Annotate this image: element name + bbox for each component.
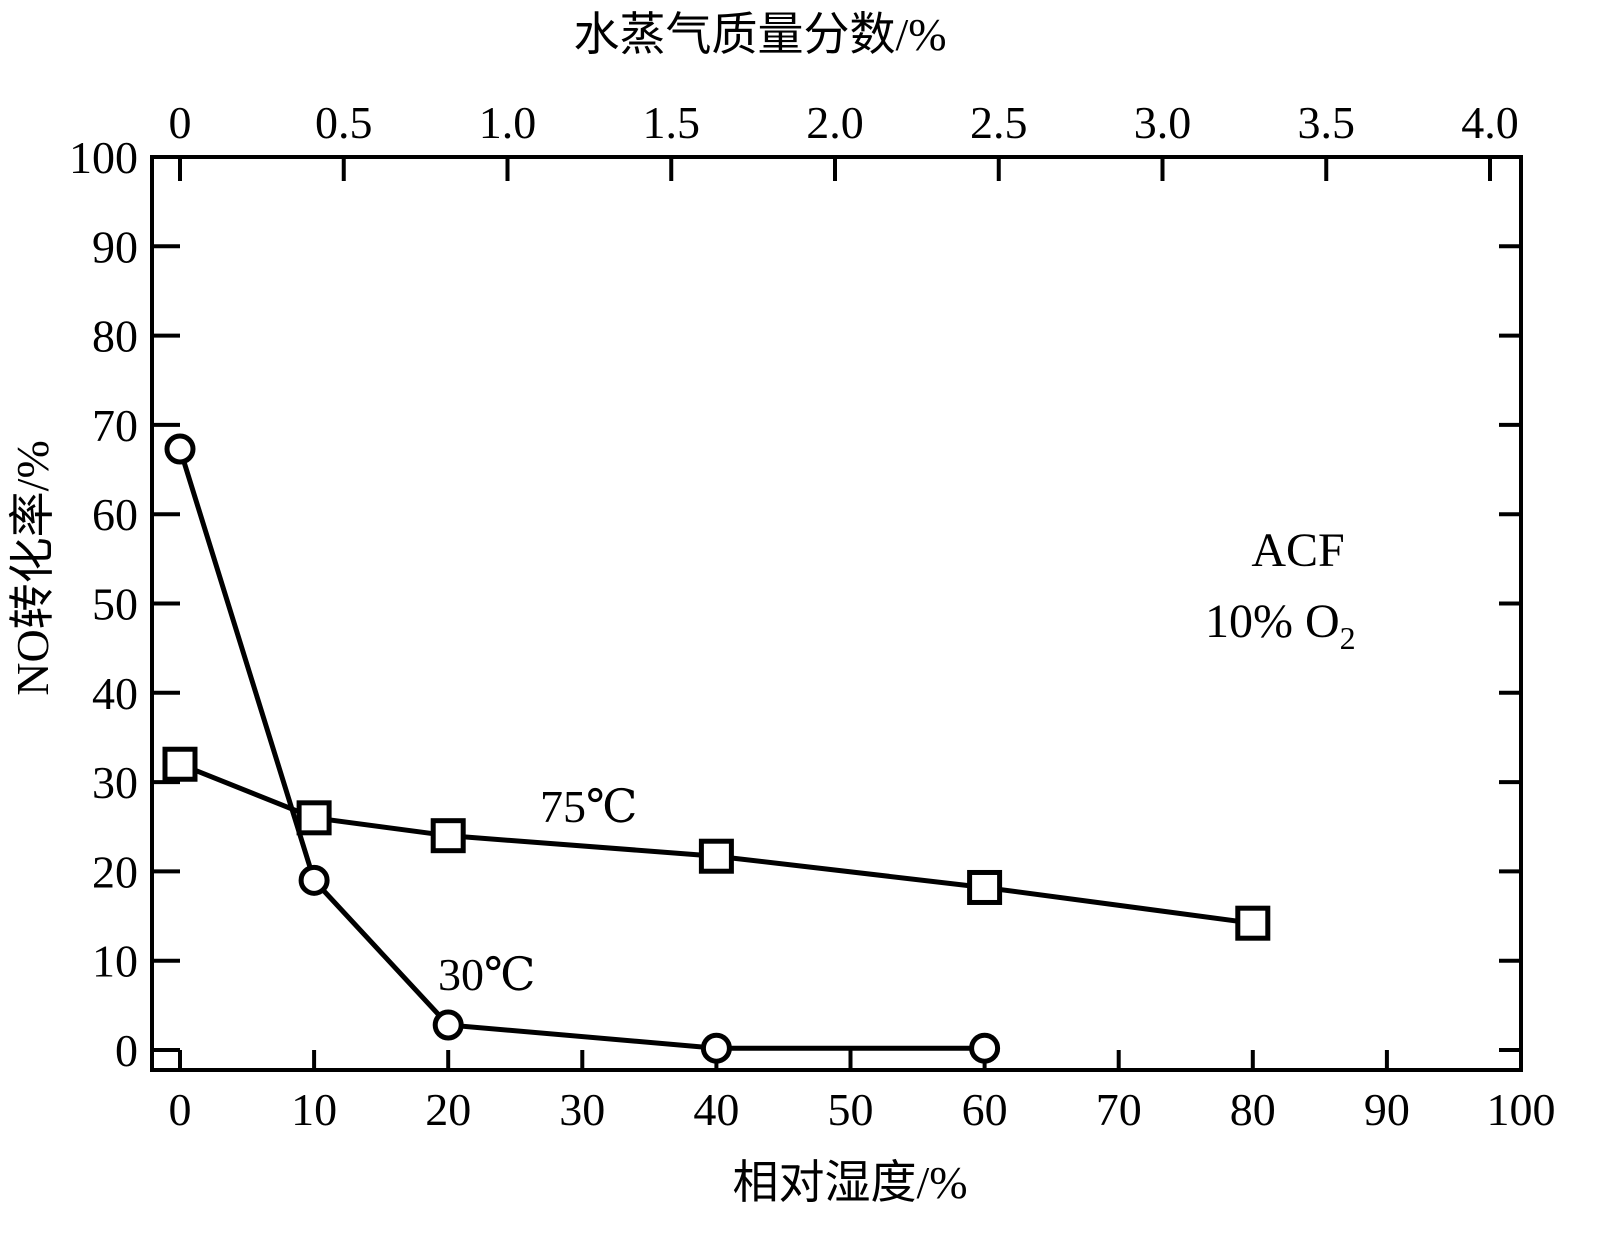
series-line-75c bbox=[179, 761, 1254, 926]
data-point-square bbox=[698, 838, 734, 874]
x2-tick-label: 2.5 bbox=[970, 97, 1028, 148]
y-tick-label: 80 bbox=[92, 311, 138, 362]
data-point-square bbox=[1235, 905, 1271, 941]
x2-tick-label: 0.5 bbox=[315, 97, 373, 148]
x2-tick-label: 4.0 bbox=[1461, 97, 1519, 148]
x2-tick-label: 1.5 bbox=[643, 97, 701, 148]
x-tick-label: 10 bbox=[291, 1084, 337, 1135]
x-axis-title: 相对湿度/% bbox=[732, 1157, 967, 1208]
x-tick-label: 0 bbox=[169, 1084, 192, 1135]
x2-axis-title: 水蒸气质量分数/% bbox=[573, 9, 946, 60]
x2-tick-label: 3.5 bbox=[1298, 97, 1356, 148]
y-tick-label: 60 bbox=[92, 489, 138, 540]
data-point-circle bbox=[164, 433, 196, 465]
x-tick-label: 50 bbox=[828, 1084, 874, 1135]
x-tick-label: 30 bbox=[559, 1084, 605, 1135]
series-label-30: 30℃ bbox=[438, 949, 535, 1000]
data-point-circle bbox=[298, 864, 330, 896]
series-line-30c bbox=[177, 448, 985, 1051]
x-tick-label: 20 bbox=[425, 1084, 471, 1135]
data-point-circle bbox=[969, 1032, 1001, 1064]
x-tick-label: 80 bbox=[1230, 1084, 1276, 1135]
data-point-circle bbox=[432, 1009, 464, 1041]
data-point-square bbox=[430, 818, 466, 854]
x-tick-label: 70 bbox=[1096, 1084, 1142, 1135]
y-tick-label: 100 bbox=[69, 132, 138, 183]
data-point-square bbox=[296, 800, 332, 836]
x-tick-label: 100 bbox=[1487, 1084, 1556, 1135]
series-label-75: 75℃ bbox=[540, 781, 637, 832]
y-axis-title: NO转化率/% bbox=[7, 440, 58, 696]
x2-tick-label: 0 bbox=[169, 97, 192, 148]
data-point-square bbox=[967, 869, 1003, 905]
y-tick-label: 50 bbox=[92, 579, 138, 630]
x-tick-label: 60 bbox=[962, 1084, 1008, 1135]
y-tick-label: 20 bbox=[92, 846, 138, 897]
y-tick-label: 90 bbox=[92, 221, 138, 272]
x2-tick-label: 2.0 bbox=[806, 97, 864, 148]
y-tick-label: 40 bbox=[92, 668, 138, 719]
x-tick-label: 40 bbox=[693, 1084, 739, 1135]
x-tick-label: 90 bbox=[1364, 1084, 1410, 1135]
annotation-o2: 10% O2 bbox=[1205, 595, 1356, 656]
annotation-acf: ACF bbox=[1251, 524, 1344, 577]
y-tick-label: 70 bbox=[92, 400, 138, 451]
data-point-square bbox=[162, 746, 198, 782]
y-tick-label: 0 bbox=[115, 1025, 138, 1076]
y-tick-label: 30 bbox=[92, 757, 138, 808]
x2-tick-label: 1.0 bbox=[479, 97, 537, 148]
x2-tick-label: 3.0 bbox=[1134, 97, 1192, 148]
data-point-circle bbox=[700, 1032, 732, 1064]
y-tick-label: 10 bbox=[92, 936, 138, 987]
